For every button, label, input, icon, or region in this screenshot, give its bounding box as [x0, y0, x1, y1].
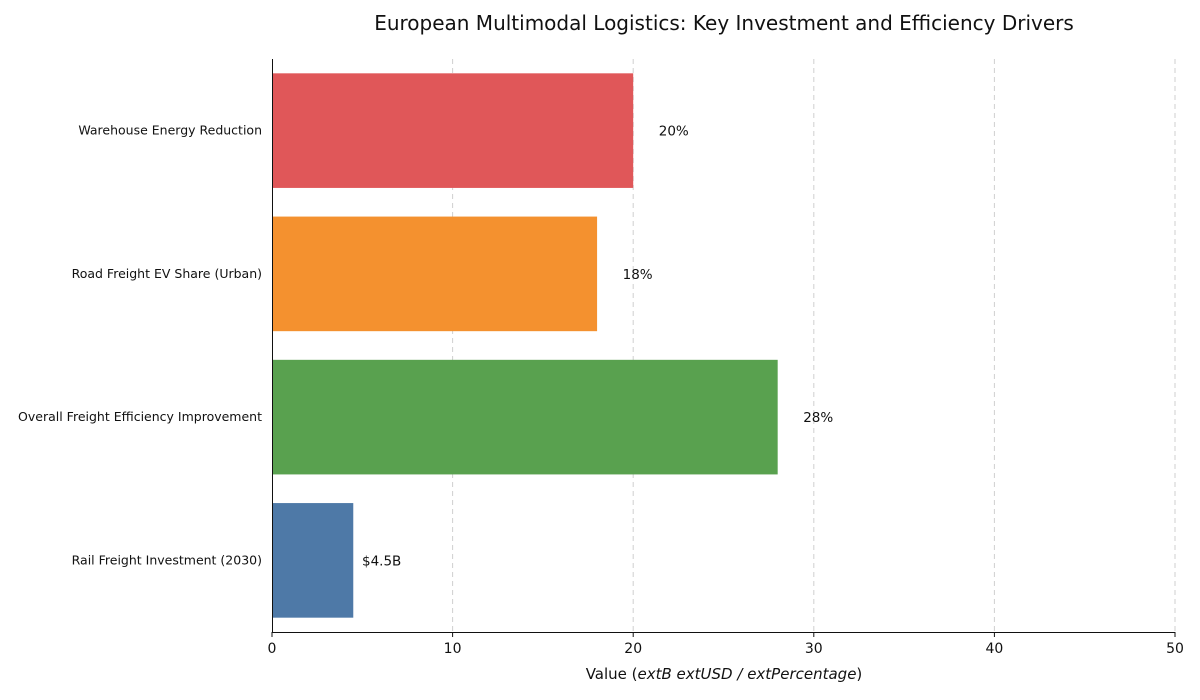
grid-lines	[452, 59, 1176, 632]
x-tick-label: 40	[985, 641, 1003, 657]
category-label: Road Freight EV Share (Urban)	[72, 266, 262, 281]
bar	[272, 216, 598, 332]
bar-data-label: 28%	[803, 410, 833, 426]
x-tick-label: 50	[1166, 641, 1184, 657]
chart-title: European Multimodal Logistics: Key Inves…	[374, 11, 1074, 35]
x-tick-label: 0	[268, 641, 277, 657]
data-labels: 20% 18% 28% $4.5B	[362, 124, 833, 570]
bar-data-label: $4.5B	[362, 553, 401, 569]
category-labels: Warehouse Energy Reduction Road Freight E…	[18, 123, 262, 568]
x-tick-label: 10	[444, 641, 462, 657]
bar	[272, 73, 634, 188]
x-tick-labels: 0 10 20 30 40 50	[268, 632, 1184, 657]
bar-data-label: 20%	[659, 124, 689, 140]
category-label: Overall Freight Efficiency Improvement	[18, 409, 262, 424]
x-axis-title: Value (extB extUSD / extPercentage)	[586, 665, 863, 683]
category-label: Rail Freight Investment (2030)	[72, 552, 262, 567]
bar-data-label: 18%	[623, 267, 653, 283]
x-tick-label: 20	[624, 641, 642, 657]
x-tick-label: 30	[805, 641, 823, 657]
bar	[272, 503, 354, 618]
bars	[272, 73, 778, 618]
category-label: Warehouse Energy Reduction	[78, 123, 262, 138]
bar	[272, 359, 778, 475]
